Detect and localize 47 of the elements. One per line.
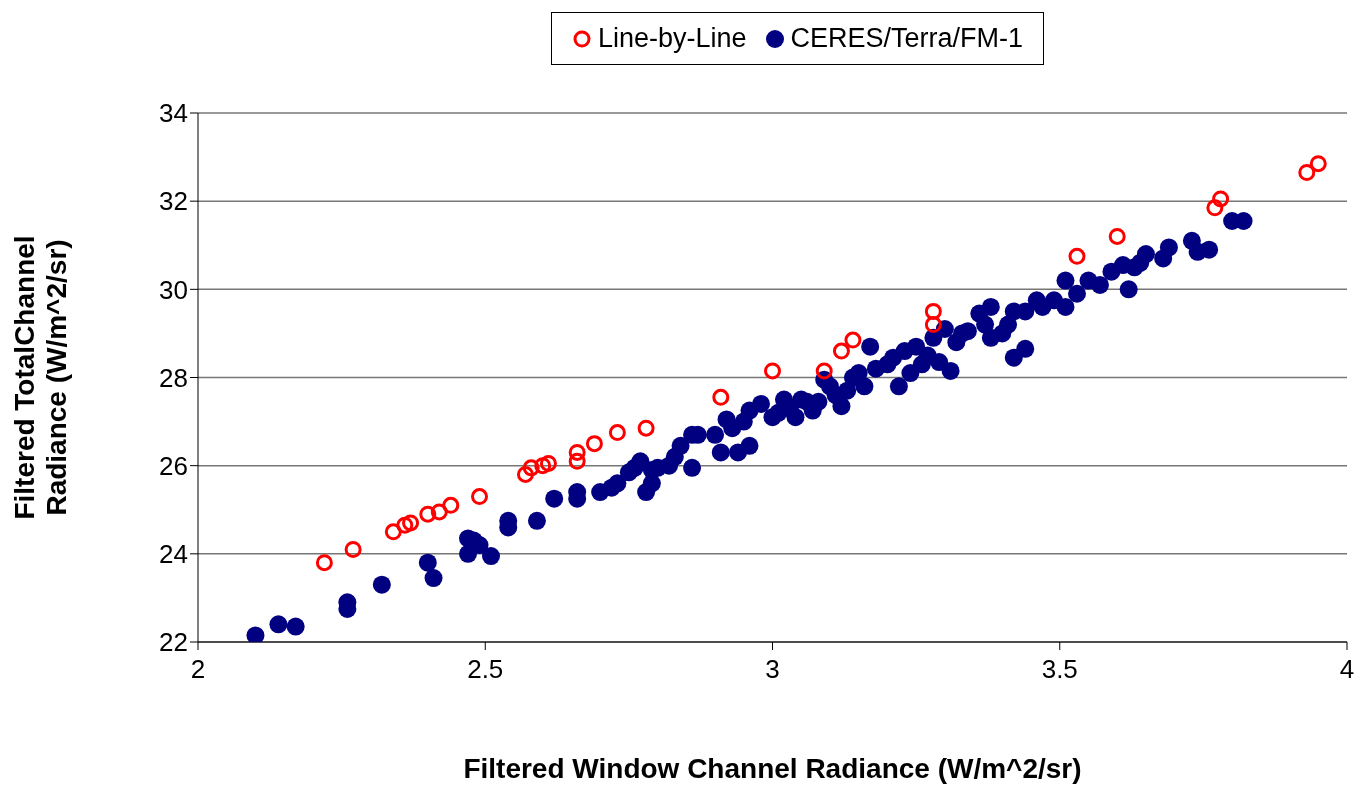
y-tick-label: 26 <box>159 450 188 481</box>
point <box>471 488 489 506</box>
point <box>384 523 402 541</box>
y-tick-label: 32 <box>159 186 188 217</box>
x-tick-label: 3 <box>765 654 780 685</box>
point <box>585 435 603 453</box>
point <box>1108 227 1126 245</box>
point <box>1206 199 1224 217</box>
y-tick-label: 28 <box>159 362 188 393</box>
point <box>844 331 862 349</box>
point <box>637 419 655 437</box>
point <box>608 424 626 442</box>
point <box>1298 164 1316 182</box>
point <box>430 503 448 521</box>
point <box>516 465 534 483</box>
y-axis-title: Filtered TotalChannel Radiance (W/m^2/sr) <box>9 235 72 520</box>
y-tick-label: 30 <box>159 274 188 305</box>
point <box>1309 155 1327 173</box>
point <box>764 362 781 380</box>
point <box>344 540 362 558</box>
x-tick-label: 2.5 <box>467 654 504 685</box>
legend-label: CERES/Terra/FM-1 <box>790 23 1024 54</box>
x-tick-label: 3.5 <box>1041 654 1078 685</box>
point <box>568 443 586 461</box>
x-tick-label: 4 <box>1339 654 1355 685</box>
y-tick-label: 22 <box>159 627 188 658</box>
point <box>522 459 540 477</box>
point <box>315 554 333 572</box>
point <box>712 388 730 406</box>
point <box>568 452 586 470</box>
point <box>1068 247 1086 265</box>
y-tick-label: 24 <box>159 539 188 570</box>
point <box>832 342 850 360</box>
point <box>396 516 414 534</box>
point <box>1212 190 1230 208</box>
y-tick-label: 34 <box>159 98 188 129</box>
x-tick-label: 2 <box>190 654 206 685</box>
legend-label: Line-by-Line <box>597 23 747 54</box>
point <box>539 454 557 472</box>
point <box>815 362 833 380</box>
point <box>402 514 420 532</box>
point <box>442 496 460 514</box>
point <box>924 302 942 320</box>
point <box>534 457 552 475</box>
point <box>419 505 437 523</box>
x-axis-title: Filtered Window Channel Radiance (W/m^2/sr) <box>463 753 1082 784</box>
point <box>924 316 942 334</box>
